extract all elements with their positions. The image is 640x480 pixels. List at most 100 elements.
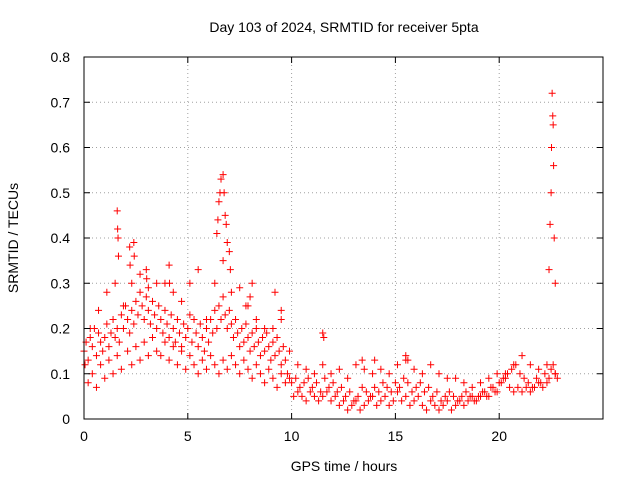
data-point xyxy=(275,347,283,355)
x-axis-label: GPS time / hours xyxy=(291,458,398,474)
data-point xyxy=(354,392,362,400)
data-point xyxy=(546,220,554,228)
data-point xyxy=(217,175,225,183)
data-point xyxy=(398,397,406,405)
data-point xyxy=(256,352,264,360)
data-point xyxy=(105,343,113,351)
data-point xyxy=(194,266,202,274)
data-point xyxy=(477,392,485,400)
data-point xyxy=(149,297,157,305)
data-point xyxy=(136,270,144,278)
data-point xyxy=(551,370,559,378)
data-point xyxy=(149,334,157,342)
data-point xyxy=(111,334,119,342)
data-point xyxy=(468,392,476,400)
data-point xyxy=(518,352,526,360)
data-point xyxy=(352,361,360,369)
data-point xyxy=(252,315,260,323)
data-point xyxy=(165,356,173,364)
data-point xyxy=(277,370,285,378)
data-point xyxy=(169,325,177,332)
data-point xyxy=(175,329,183,337)
data-point xyxy=(200,347,208,355)
data-point xyxy=(414,392,422,400)
data-point xyxy=(549,112,557,120)
data-point xyxy=(229,334,237,342)
data-point xyxy=(452,374,460,382)
data-point xyxy=(248,329,256,337)
data-point xyxy=(385,370,393,378)
data-point xyxy=(310,370,318,378)
data-point xyxy=(198,356,206,364)
data-point xyxy=(313,379,321,387)
data-point xyxy=(439,401,447,409)
data-point xyxy=(119,325,127,332)
data-point xyxy=(485,374,493,382)
data-point xyxy=(344,374,352,382)
data-point xyxy=(535,365,543,373)
data-point xyxy=(261,347,269,355)
data-point xyxy=(88,343,96,351)
data-point xyxy=(550,234,558,242)
data-point xyxy=(533,374,541,382)
data-point xyxy=(246,293,254,301)
data-point xyxy=(130,252,138,260)
data-point xyxy=(298,392,306,400)
data-point xyxy=(308,383,316,391)
data-point xyxy=(545,374,553,382)
data-point xyxy=(128,306,136,314)
data-point xyxy=(337,383,345,391)
data-point xyxy=(124,315,132,323)
data-point xyxy=(410,397,418,405)
data-point xyxy=(219,293,227,301)
data-point xyxy=(300,379,308,387)
y-tick-label: 0.4 xyxy=(51,230,71,246)
data-point xyxy=(493,370,501,378)
data-point xyxy=(381,392,389,400)
y-tick-label: 0.7 xyxy=(51,94,71,110)
data-point xyxy=(219,257,227,265)
data-point xyxy=(400,374,408,382)
data-point xyxy=(184,325,192,332)
data-point xyxy=(472,397,480,405)
data-point xyxy=(346,388,354,396)
data-point xyxy=(161,306,169,314)
data-point xyxy=(261,379,269,387)
data-point xyxy=(165,261,173,269)
data-point xyxy=(283,370,291,378)
data-point xyxy=(222,220,230,228)
data-point xyxy=(294,388,302,396)
chart-title: Day 103 of 2024, SRMTID for receiver 5pt… xyxy=(209,19,478,35)
data-point xyxy=(202,315,210,323)
data-point xyxy=(331,392,339,400)
data-point xyxy=(198,334,206,342)
data-point xyxy=(420,388,428,396)
data-point xyxy=(427,361,435,369)
data-point xyxy=(186,279,194,287)
data-point xyxy=(196,320,204,328)
data-point xyxy=(215,370,223,378)
data-point xyxy=(526,388,534,396)
data-point xyxy=(215,198,223,206)
data-point xyxy=(109,370,117,378)
data-point xyxy=(286,347,294,355)
data-point xyxy=(435,370,443,378)
data-point xyxy=(227,320,235,328)
x-tick-label: 5 xyxy=(184,428,192,444)
data-point xyxy=(418,401,426,409)
data-point xyxy=(429,392,437,400)
data-point xyxy=(435,406,443,414)
data-point xyxy=(269,325,277,332)
data-point xyxy=(321,374,329,382)
data-point xyxy=(155,302,163,310)
data-point xyxy=(213,325,221,332)
data-point xyxy=(132,343,140,351)
data-point xyxy=(144,284,152,292)
data-point xyxy=(456,397,464,405)
data-point xyxy=(140,315,148,323)
data-point xyxy=(219,356,227,364)
data-point xyxy=(114,252,122,260)
data-point xyxy=(236,284,244,292)
data-point xyxy=(265,365,273,373)
data-point xyxy=(236,343,244,351)
